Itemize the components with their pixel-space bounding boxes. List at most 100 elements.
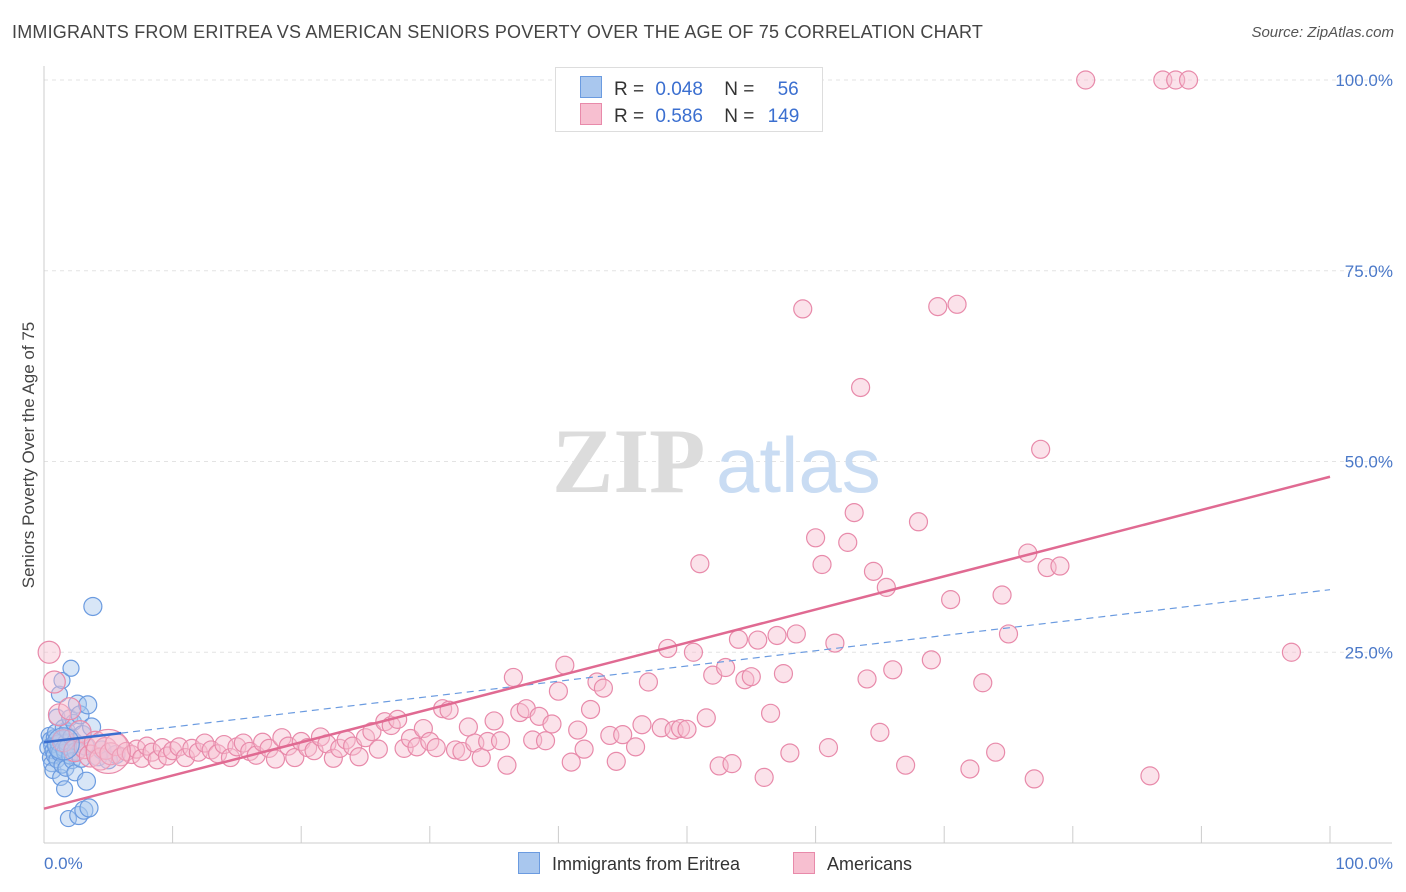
- americans-point: [349, 747, 369, 767]
- legend-swatch-americans: [580, 103, 602, 125]
- americans-point: [812, 554, 832, 575]
- eritrea-point: [53, 671, 71, 690]
- americans-point: [947, 294, 967, 314]
- legend: R = 0.048 N = 56 R = 0.586 N = 149: [555, 67, 823, 132]
- americans-point: [805, 528, 826, 548]
- legend-n-label: N =: [724, 79, 755, 100]
- watermark-zip: ZIP: [552, 410, 705, 512]
- americans-point: [786, 624, 806, 644]
- americans-point: [458, 717, 478, 737]
- x-tick-label: 100.0%: [1335, 854, 1393, 873]
- chart-source: Source: ZipAtlas.com: [1251, 24, 1394, 41]
- americans-point: [1024, 769, 1044, 789]
- americans-point: [1050, 556, 1070, 576]
- americans-point: [863, 561, 884, 581]
- bottom-legend-swatch-eritrea: [518, 852, 540, 874]
- americans-point: [838, 532, 858, 552]
- eritrea-point: [76, 771, 97, 791]
- americans-point: [323, 748, 343, 768]
- americans-point: [613, 725, 633, 745]
- americans-point: [1140, 766, 1160, 786]
- legend-r-value: 0.048: [655, 79, 703, 100]
- americans-point: [625, 737, 646, 757]
- americans-point: [574, 739, 594, 759]
- y-tick-label: 25.0%: [1345, 643, 1393, 662]
- americans-point: [670, 718, 691, 739]
- americans-point: [471, 747, 491, 768]
- americans-point: [973, 673, 993, 693]
- bottom-legend-label-americans: Americans: [827, 854, 913, 874]
- x-tick-label: 0.0%: [44, 854, 83, 873]
- americans-point: [368, 739, 388, 759]
- americans-point: [147, 750, 167, 770]
- americans-point: [490, 731, 511, 751]
- americans-point: [857, 669, 877, 689]
- legend-row-americans: R = 0.586 N = 149: [580, 103, 799, 129]
- americans-point: [690, 554, 710, 574]
- americans-point: [760, 703, 781, 723]
- eritrea-trend-dashed: [121, 589, 1331, 734]
- trend-lines: [43, 475, 1331, 810]
- americans-point: [542, 714, 562, 734]
- americans-point: [580, 699, 601, 720]
- legend-n-value: 56: [777, 79, 799, 100]
- americans-point: [941, 590, 961, 610]
- americans-trend-line: [43, 475, 1331, 810]
- americans-point: [606, 751, 626, 771]
- y-tick-label: 50.0%: [1345, 453, 1393, 472]
- americans-point: [677, 719, 697, 739]
- americans-point: [748, 630, 768, 650]
- legend-swatch-eritrea: [580, 76, 602, 98]
- americans-point: [851, 377, 871, 398]
- americans-point: [722, 754, 742, 774]
- americans-point: [754, 767, 774, 787]
- legend-r-value: 0.586: [655, 106, 703, 127]
- americans-point: [928, 297, 948, 317]
- americans-point: [767, 625, 787, 646]
- americans-point: [132, 748, 152, 768]
- eritrea-cluster-bubble: [46, 727, 80, 761]
- chart-title: IMMIGRANTS FROM ERITREA VS AMERICAN SENI…: [12, 22, 984, 42]
- eritrea-point: [78, 695, 98, 715]
- watermark: ZIP atlas: [552, 410, 881, 512]
- americans-point: [780, 743, 800, 763]
- americans-point: [1031, 439, 1051, 459]
- americans-point: [137, 736, 157, 756]
- tick-labels: 25.0% 50.0% 75.0% 100.0% 0.0% 100.0%: [44, 71, 1393, 873]
- americans-point: [632, 715, 652, 735]
- eritrea-point: [69, 805, 89, 826]
- y-axis-title: Seniors Poverty Over the Age of 75: [19, 322, 38, 588]
- americans-point: [1281, 642, 1302, 662]
- americans-point: [870, 722, 890, 742]
- bottom-legend-americans: Americans: [793, 852, 912, 875]
- eritrea-trend-solid: [43, 731, 122, 744]
- americans-point: [960, 759, 980, 779]
- americans-point: [728, 629, 749, 649]
- bottom-legend-swatch-americans: [793, 852, 815, 874]
- americans-point: [407, 737, 427, 757]
- americans-point: [445, 740, 466, 760]
- americans-point: [503, 667, 523, 688]
- americans-point: [818, 738, 839, 758]
- y-tick-label: 75.0%: [1345, 262, 1393, 281]
- americans-cluster-bubble: [85, 728, 131, 775]
- eritrea-point: [83, 596, 103, 617]
- americans-point: [696, 708, 716, 728]
- bottom-legend-label-eritrea: Immigrants from Eritrea: [552, 854, 741, 874]
- eritrea-point: [55, 780, 74, 798]
- americans-point: [844, 503, 864, 523]
- americans-point: [484, 711, 504, 731]
- americans-point: [426, 738, 446, 758]
- americans-point: [908, 512, 929, 532]
- americans-point: [568, 720, 588, 740]
- americans-point: [1076, 70, 1096, 90]
- americans-point: [793, 299, 813, 319]
- bottom-legend-eritrea: Immigrants from Eritrea: [518, 852, 740, 875]
- americans-point: [37, 640, 61, 664]
- americans-point: [986, 742, 1006, 762]
- legend-n-value: 149: [767, 106, 800, 127]
- americans-point: [992, 585, 1012, 605]
- americans-point: [921, 650, 941, 670]
- americans-point: [1178, 70, 1199, 90]
